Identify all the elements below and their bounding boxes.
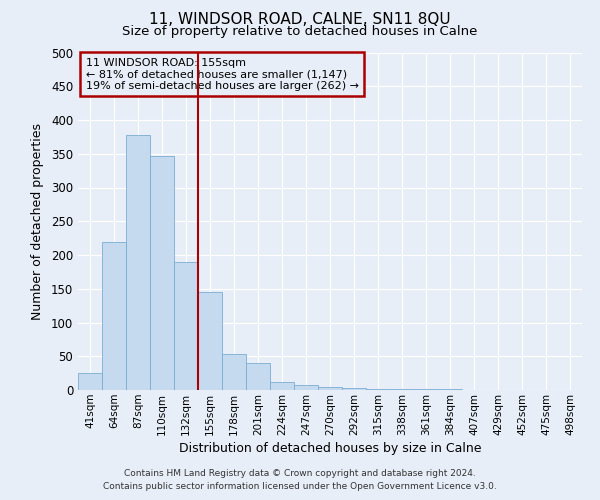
Text: Contains HM Land Registry data © Crown copyright and database right 2024.
Contai: Contains HM Land Registry data © Crown c… (103, 470, 497, 491)
Bar (198, 292, 222, 390)
Bar (126, 135, 150, 390)
Bar (102, 242, 126, 390)
Text: 11, WINDSOR ROAD, CALNE, SN11 8QU: 11, WINDSOR ROAD, CALNE, SN11 8QU (149, 12, 451, 28)
Bar (270, 382, 294, 390)
Y-axis label: Number of detached properties: Number of detached properties (31, 122, 44, 320)
X-axis label: Distribution of detached houses by size in Calne: Distribution of detached houses by size … (179, 442, 481, 455)
Bar (246, 363, 270, 390)
Bar (366, 388, 390, 390)
Bar (150, 156, 174, 390)
Bar (174, 262, 198, 390)
Text: 11 WINDSOR ROAD: 155sqm
← 81% of detached houses are smaller (1,147)
19% of semi: 11 WINDSOR ROAD: 155sqm ← 81% of detache… (86, 58, 359, 91)
Text: Size of property relative to detached houses in Calne: Size of property relative to detached ho… (122, 25, 478, 38)
Bar (342, 388, 366, 390)
Bar (318, 386, 342, 390)
Bar (294, 386, 318, 390)
Bar (222, 354, 246, 390)
Bar (78, 373, 102, 390)
